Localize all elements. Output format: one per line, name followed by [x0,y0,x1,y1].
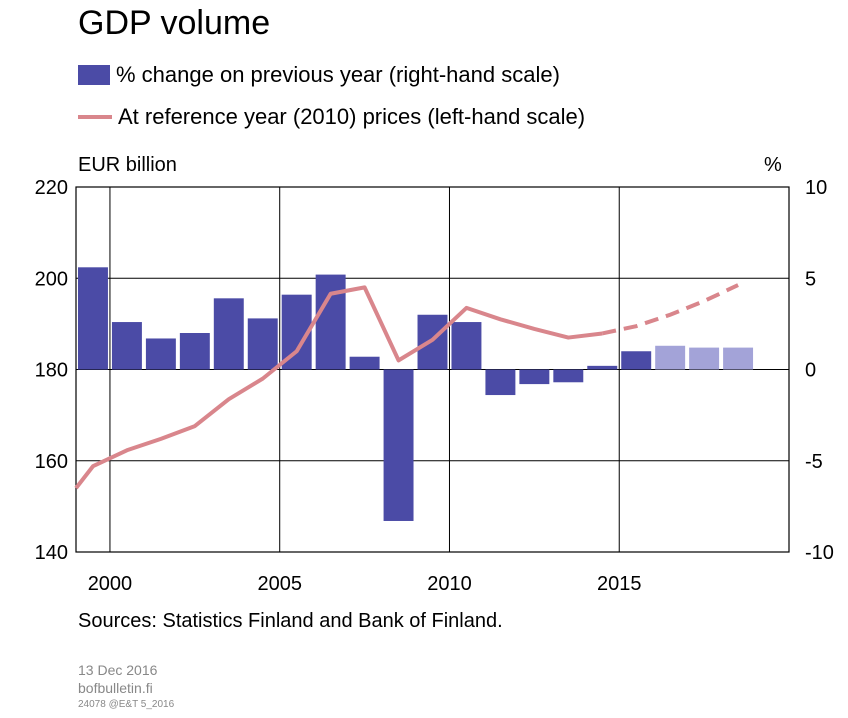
bar-2010 [451,322,482,370]
bar-2011 [485,369,516,396]
bar-2003 [213,298,244,370]
left-tick-label: 220 [35,177,68,199]
chart-title: GDP volume [78,4,271,42]
gdp-chart: 140 160 180 200 220 -10 -5 0 5 10 2000 2005 2010 2015 [35,177,834,595]
publish-date: 13 Dec 2016 [78,662,158,678]
bar-2000 [111,322,142,370]
x-tick-label: 2010 [427,573,472,595]
x-tick-label: 2005 [257,573,302,595]
legend-label-line: At reference year (2010) prices (left-ha… [118,104,586,129]
x-tick-label: 2000 [88,573,133,595]
gdp-line-actual [74,285,603,490]
bar-1999 [78,267,108,370]
source-note: Sources: Statistics Finland and Bank of … [78,610,503,632]
gdp-line-forecast [601,283,739,336]
left-tick-label: 180 [35,360,68,382]
bar-2017 [689,347,720,370]
site-name: bofbulletin.fi [78,680,153,696]
bar-2018 [723,347,754,370]
right-tick-label: 0 [805,360,816,382]
bar-2001 [145,338,176,370]
bar-2014 [587,365,618,370]
legend-item-bars: % change on previous year (right-hand sc… [78,62,560,88]
left-tick-label: 160 [35,451,68,473]
legend-swatch-line [78,115,112,119]
bar-2007 [349,356,380,370]
bar-2012 [519,369,550,385]
right-axis-unit: % [764,154,782,176]
left-tick-label: 200 [35,268,68,290]
right-tick-label: -5 [805,451,823,473]
bar-2002 [179,333,210,370]
x-tick-label: 2015 [597,573,642,595]
bar-2013 [553,369,584,383]
left-axis-unit: EUR billion [78,154,177,176]
bar-2016 [655,345,686,370]
left-tick-label: 140 [35,542,68,564]
plot-frame [75,186,790,553]
legend-swatch-bars [78,65,110,85]
right-tick-label: 10 [805,177,827,199]
bar-2008 [383,369,414,521]
right-tick-label: 5 [805,268,816,290]
chart-code: 24078 @E&T 5_2016 [78,699,175,710]
legend-item-line: At reference year (2010) prices (left-ha… [78,104,585,130]
legend-label-bars: % change on previous year (right-hand sc… [116,62,560,87]
right-tick-label: -10 [805,542,834,564]
bar-2006 [315,274,346,370]
bar-2015 [621,351,652,370]
bar-2004 [247,318,278,370]
